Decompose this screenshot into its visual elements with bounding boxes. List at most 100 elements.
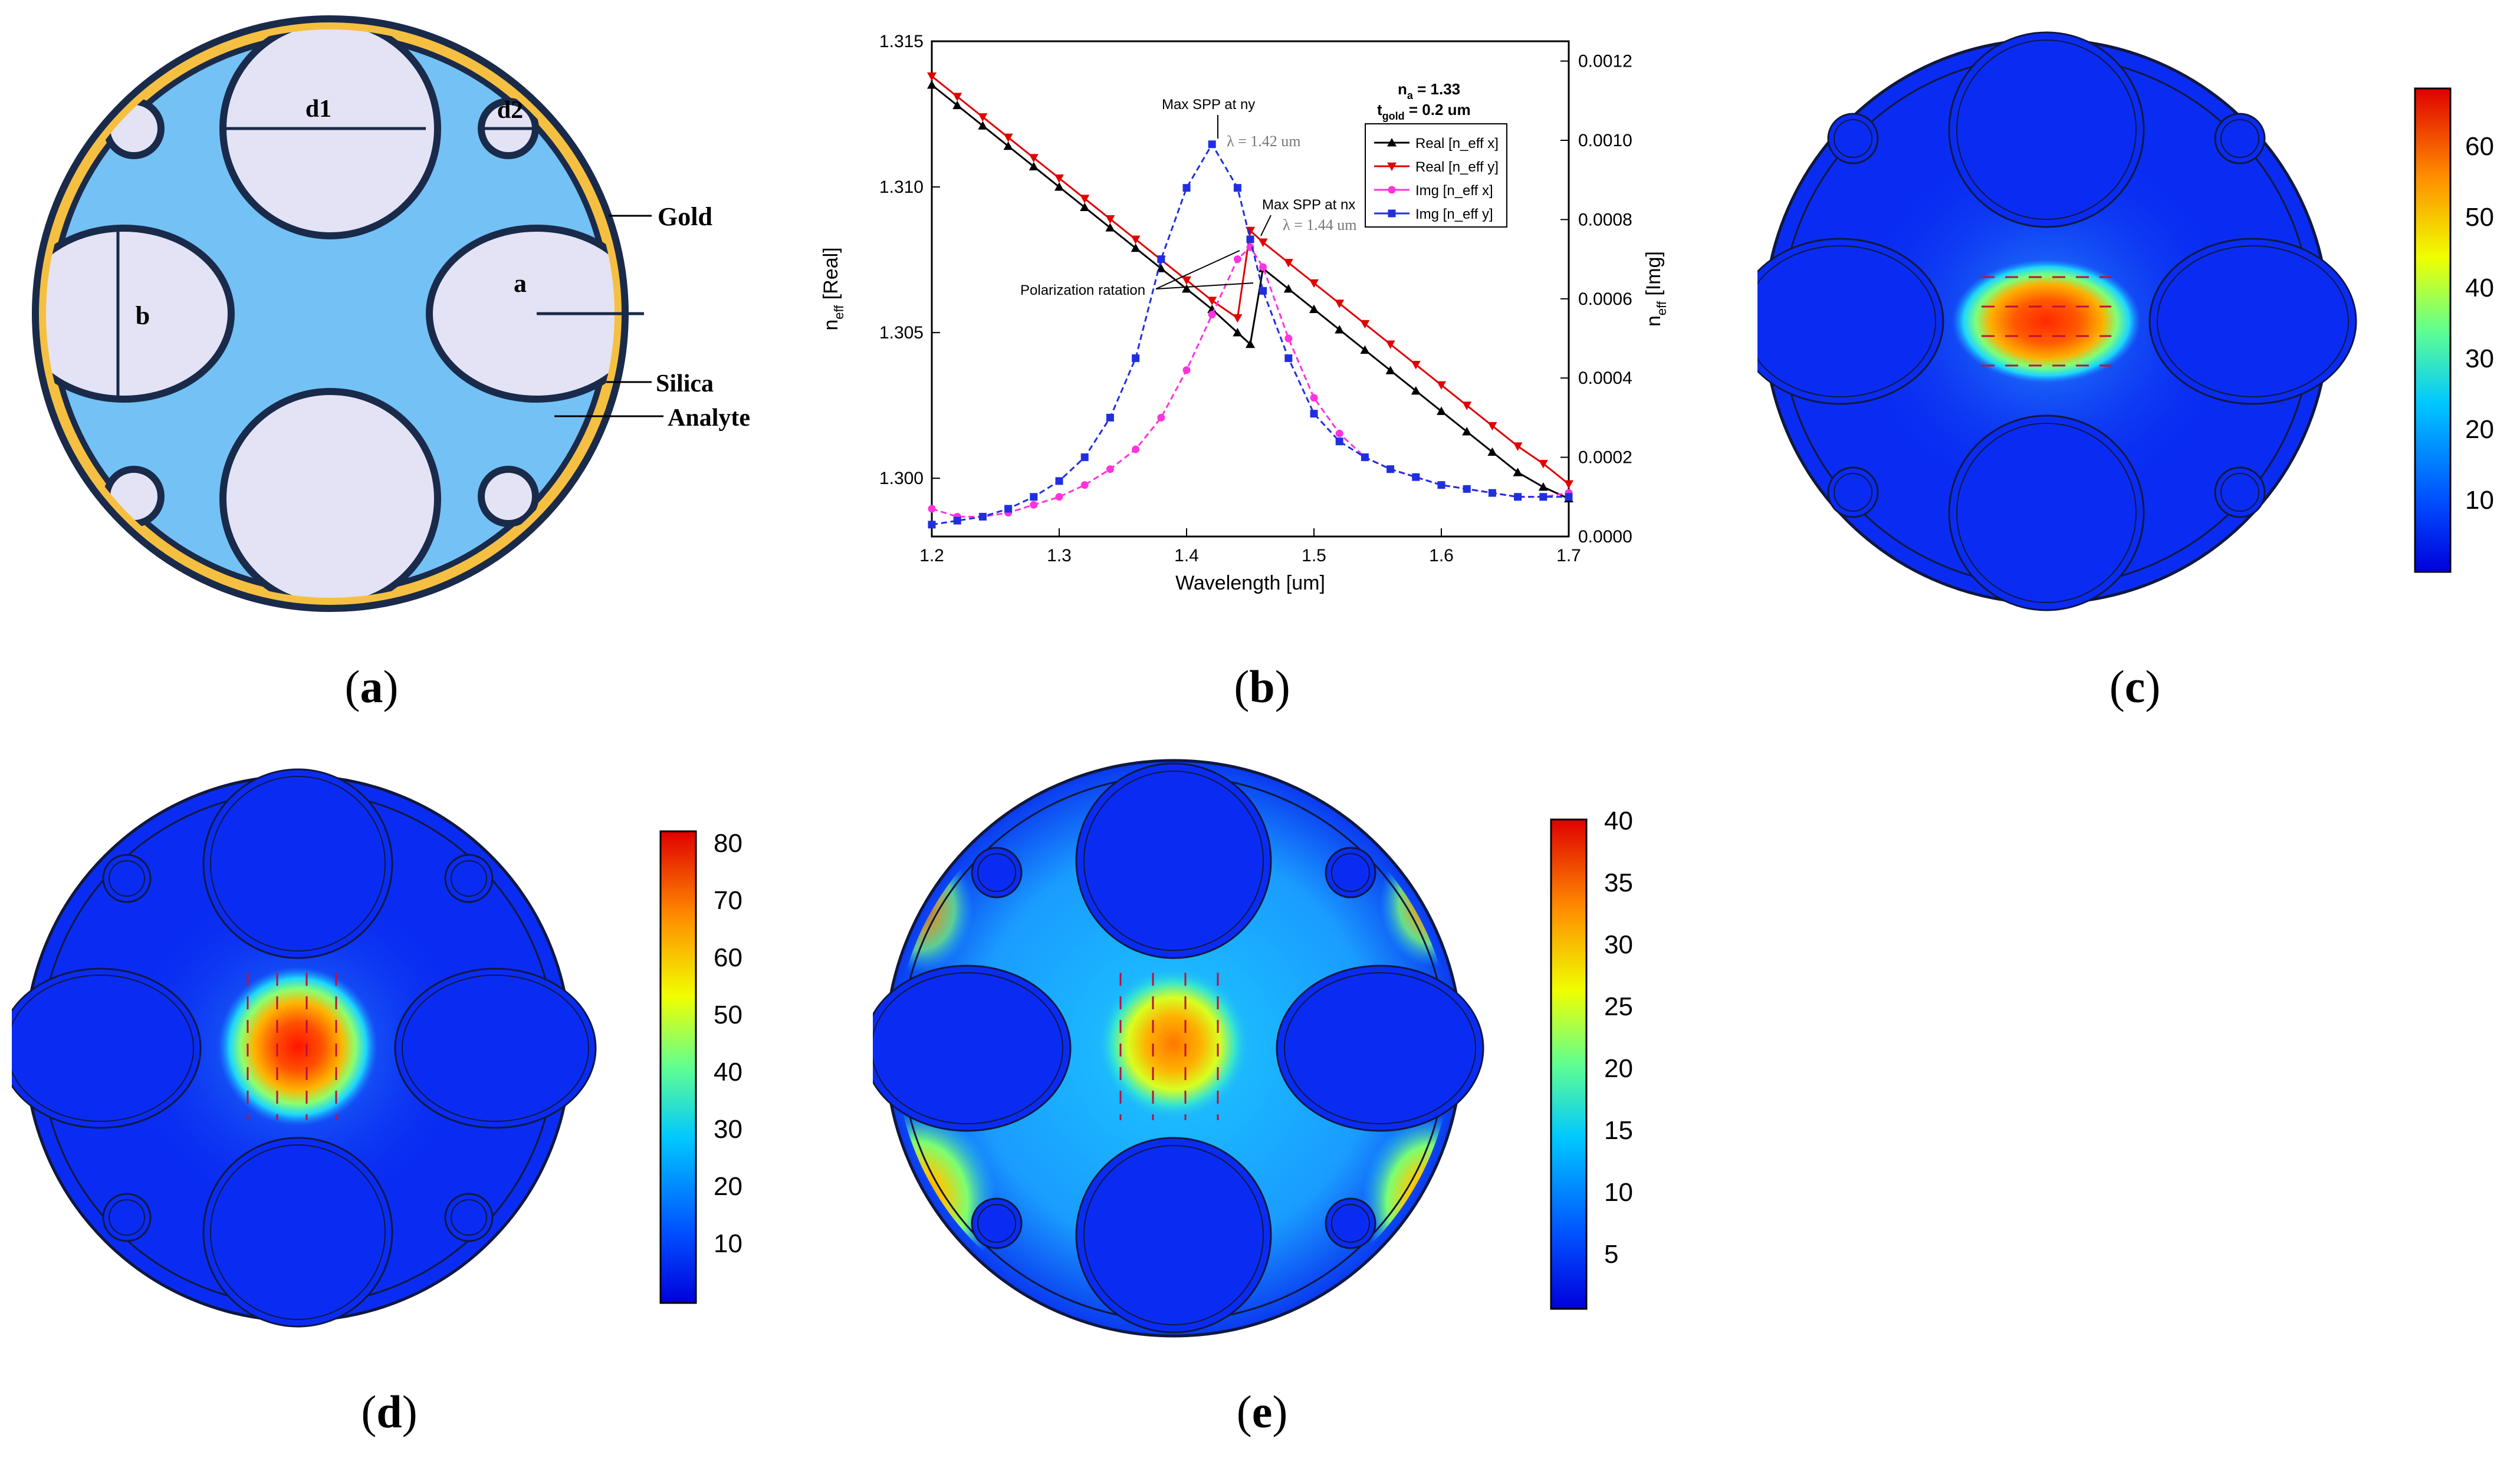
- annotation-polarization-arrow-2: [1155, 282, 1254, 289]
- hot-spot: [218, 967, 377, 1126]
- x-tick-label: 1.4: [1174, 546, 1199, 565]
- series-point-3: [1106, 413, 1114, 422]
- y-right-tick-label: 0.0004: [1578, 368, 1632, 388]
- series-point-0: [1309, 304, 1319, 313]
- x-tick-label: 1.6: [1429, 546, 1454, 565]
- svg-text:35: 35: [1604, 868, 1633, 897]
- series-point-3: [1412, 473, 1420, 481]
- series-point-0: [1131, 243, 1141, 252]
- series-point-2: [1233, 255, 1241, 264]
- series-point-0: [1462, 427, 1472, 436]
- panel-c-field-map: 10 20 30 40 50 60: [1757, 31, 2494, 611]
- svg-text:70: 70: [714, 886, 742, 915]
- series-point-2: [928, 505, 936, 513]
- series-point-1: [1335, 300, 1345, 308]
- series-point-3: [1387, 465, 1395, 473]
- series-point-1: [1182, 276, 1191, 285]
- svg-text:10: 10: [2465, 486, 2494, 515]
- series-point-3: [1488, 489, 1496, 497]
- annotation-lambda-nx: λ = 1.44 um: [1283, 216, 1357, 233]
- y-right-tick-label: 0.0012: [1578, 52, 1632, 71]
- y-right-tick-label: 0.0000: [1578, 527, 1632, 547]
- series-point-0: [1054, 182, 1064, 191]
- series-point-0: [1233, 328, 1243, 337]
- label-gold: Gold: [658, 202, 712, 231]
- series-point-2: [1106, 465, 1114, 473]
- series-point-3: [1539, 493, 1548, 501]
- legend-label: Img [n_eff y]: [1415, 206, 1493, 222]
- series-point-3: [1514, 493, 1522, 501]
- series-point-0: [1080, 202, 1090, 212]
- series-point-3: [1208, 140, 1216, 149]
- series-point-0: [1283, 284, 1293, 293]
- annotation-polarization-arrow-1: [1155, 250, 1240, 289]
- svg-text:25: 25: [1604, 992, 1633, 1021]
- label-analyte: Analyte: [668, 404, 750, 432]
- series-point-0: [1487, 447, 1497, 456]
- series-point-1: [1003, 133, 1013, 143]
- hole-bottom-large: [219, 388, 441, 598]
- series-point-1: [927, 72, 937, 81]
- annotation-polarization: Polarization ratation: [1020, 282, 1145, 298]
- series-point-0: [1105, 223, 1115, 232]
- y-left-tick-label: 1.310: [879, 177, 924, 197]
- svg-text:20: 20: [714, 1172, 742, 1201]
- svg-text:30: 30: [1604, 930, 1633, 959]
- y-axis-right-label: neff [Img]: [1642, 251, 1669, 327]
- legend-label: Img [n_eff x]: [1415, 183, 1493, 199]
- series-point-3: [1246, 235, 1254, 243]
- svg-text:50: 50: [2465, 203, 2494, 232]
- series-point-3: [1463, 485, 1471, 493]
- series-point-1: [1233, 314, 1243, 323]
- field-arrows: [1119, 973, 1219, 1120]
- legend-marker: [1387, 162, 1397, 171]
- legend-label: Real [n_eff y]: [1415, 159, 1499, 175]
- legend-marker: [1388, 186, 1396, 194]
- series-point-3: [1132, 354, 1140, 363]
- series-point-3: [1157, 255, 1165, 264]
- caption-c: (c): [2109, 661, 2161, 712]
- svg-text:20: 20: [1604, 1054, 1633, 1083]
- svg-text:60: 60: [714, 943, 742, 972]
- series-point-1: [1538, 460, 1548, 469]
- y-right-tick-label: 0.0006: [1578, 289, 1632, 309]
- x-axis-label: Wavelength [um]: [1175, 572, 1325, 594]
- series-point-1: [1487, 422, 1497, 431]
- colorbar-c-ticks: 10 20 30 40 50 60: [2465, 132, 2494, 515]
- series-point-2: [1157, 413, 1165, 422]
- x-tick-label: 1.2: [919, 546, 944, 565]
- legend-label: Real [n_eff x]: [1415, 136, 1499, 152]
- series-point-3: [1335, 437, 1343, 446]
- svg-text:40: 40: [1604, 807, 1633, 835]
- series-point-3: [1259, 287, 1267, 295]
- x-tick-label: 1.7: [1556, 546, 1581, 565]
- series-point-0: [1029, 162, 1039, 170]
- series-point-2: [1132, 445, 1140, 453]
- series-point-3: [928, 521, 936, 529]
- series-point-3: [1233, 184, 1241, 192]
- svg-text:60: 60: [2465, 132, 2494, 161]
- svg-text:30: 30: [2465, 344, 2494, 373]
- caption-e: (e): [1236, 1386, 1288, 1437]
- series-point-0: [952, 100, 962, 110]
- annotation-max-nx-arrow: [1260, 215, 1272, 236]
- y-left-tick-label: 1.305: [879, 323, 924, 343]
- y-right-tick-label: 0.0002: [1578, 448, 1632, 468]
- series-point-0: [1003, 141, 1013, 150]
- svg-text:50: 50: [714, 1000, 742, 1029]
- series-point-1: [1564, 480, 1573, 489]
- series-point-0: [1513, 468, 1523, 476]
- caption-d: (d): [361, 1386, 418, 1437]
- hole-small-br: [478, 466, 539, 527]
- colorbar-c: [2414, 87, 2452, 573]
- legend-marker: [1387, 138, 1397, 147]
- annotation-max-nx: Max SPP at nx: [1262, 197, 1355, 213]
- series-point-2: [1182, 366, 1191, 374]
- series-point-0: [1182, 284, 1191, 293]
- annotation-max-ny: Max SPP at ny: [1162, 97, 1255, 113]
- colorbar-e: [1550, 818, 1588, 1310]
- series-point-3: [1030, 493, 1038, 501]
- panel-a-schematic: d1 d2 a b Gold Silica Analyte: [32, 15, 750, 612]
- series-point-2: [1335, 429, 1343, 437]
- series-point-3: [1361, 453, 1369, 462]
